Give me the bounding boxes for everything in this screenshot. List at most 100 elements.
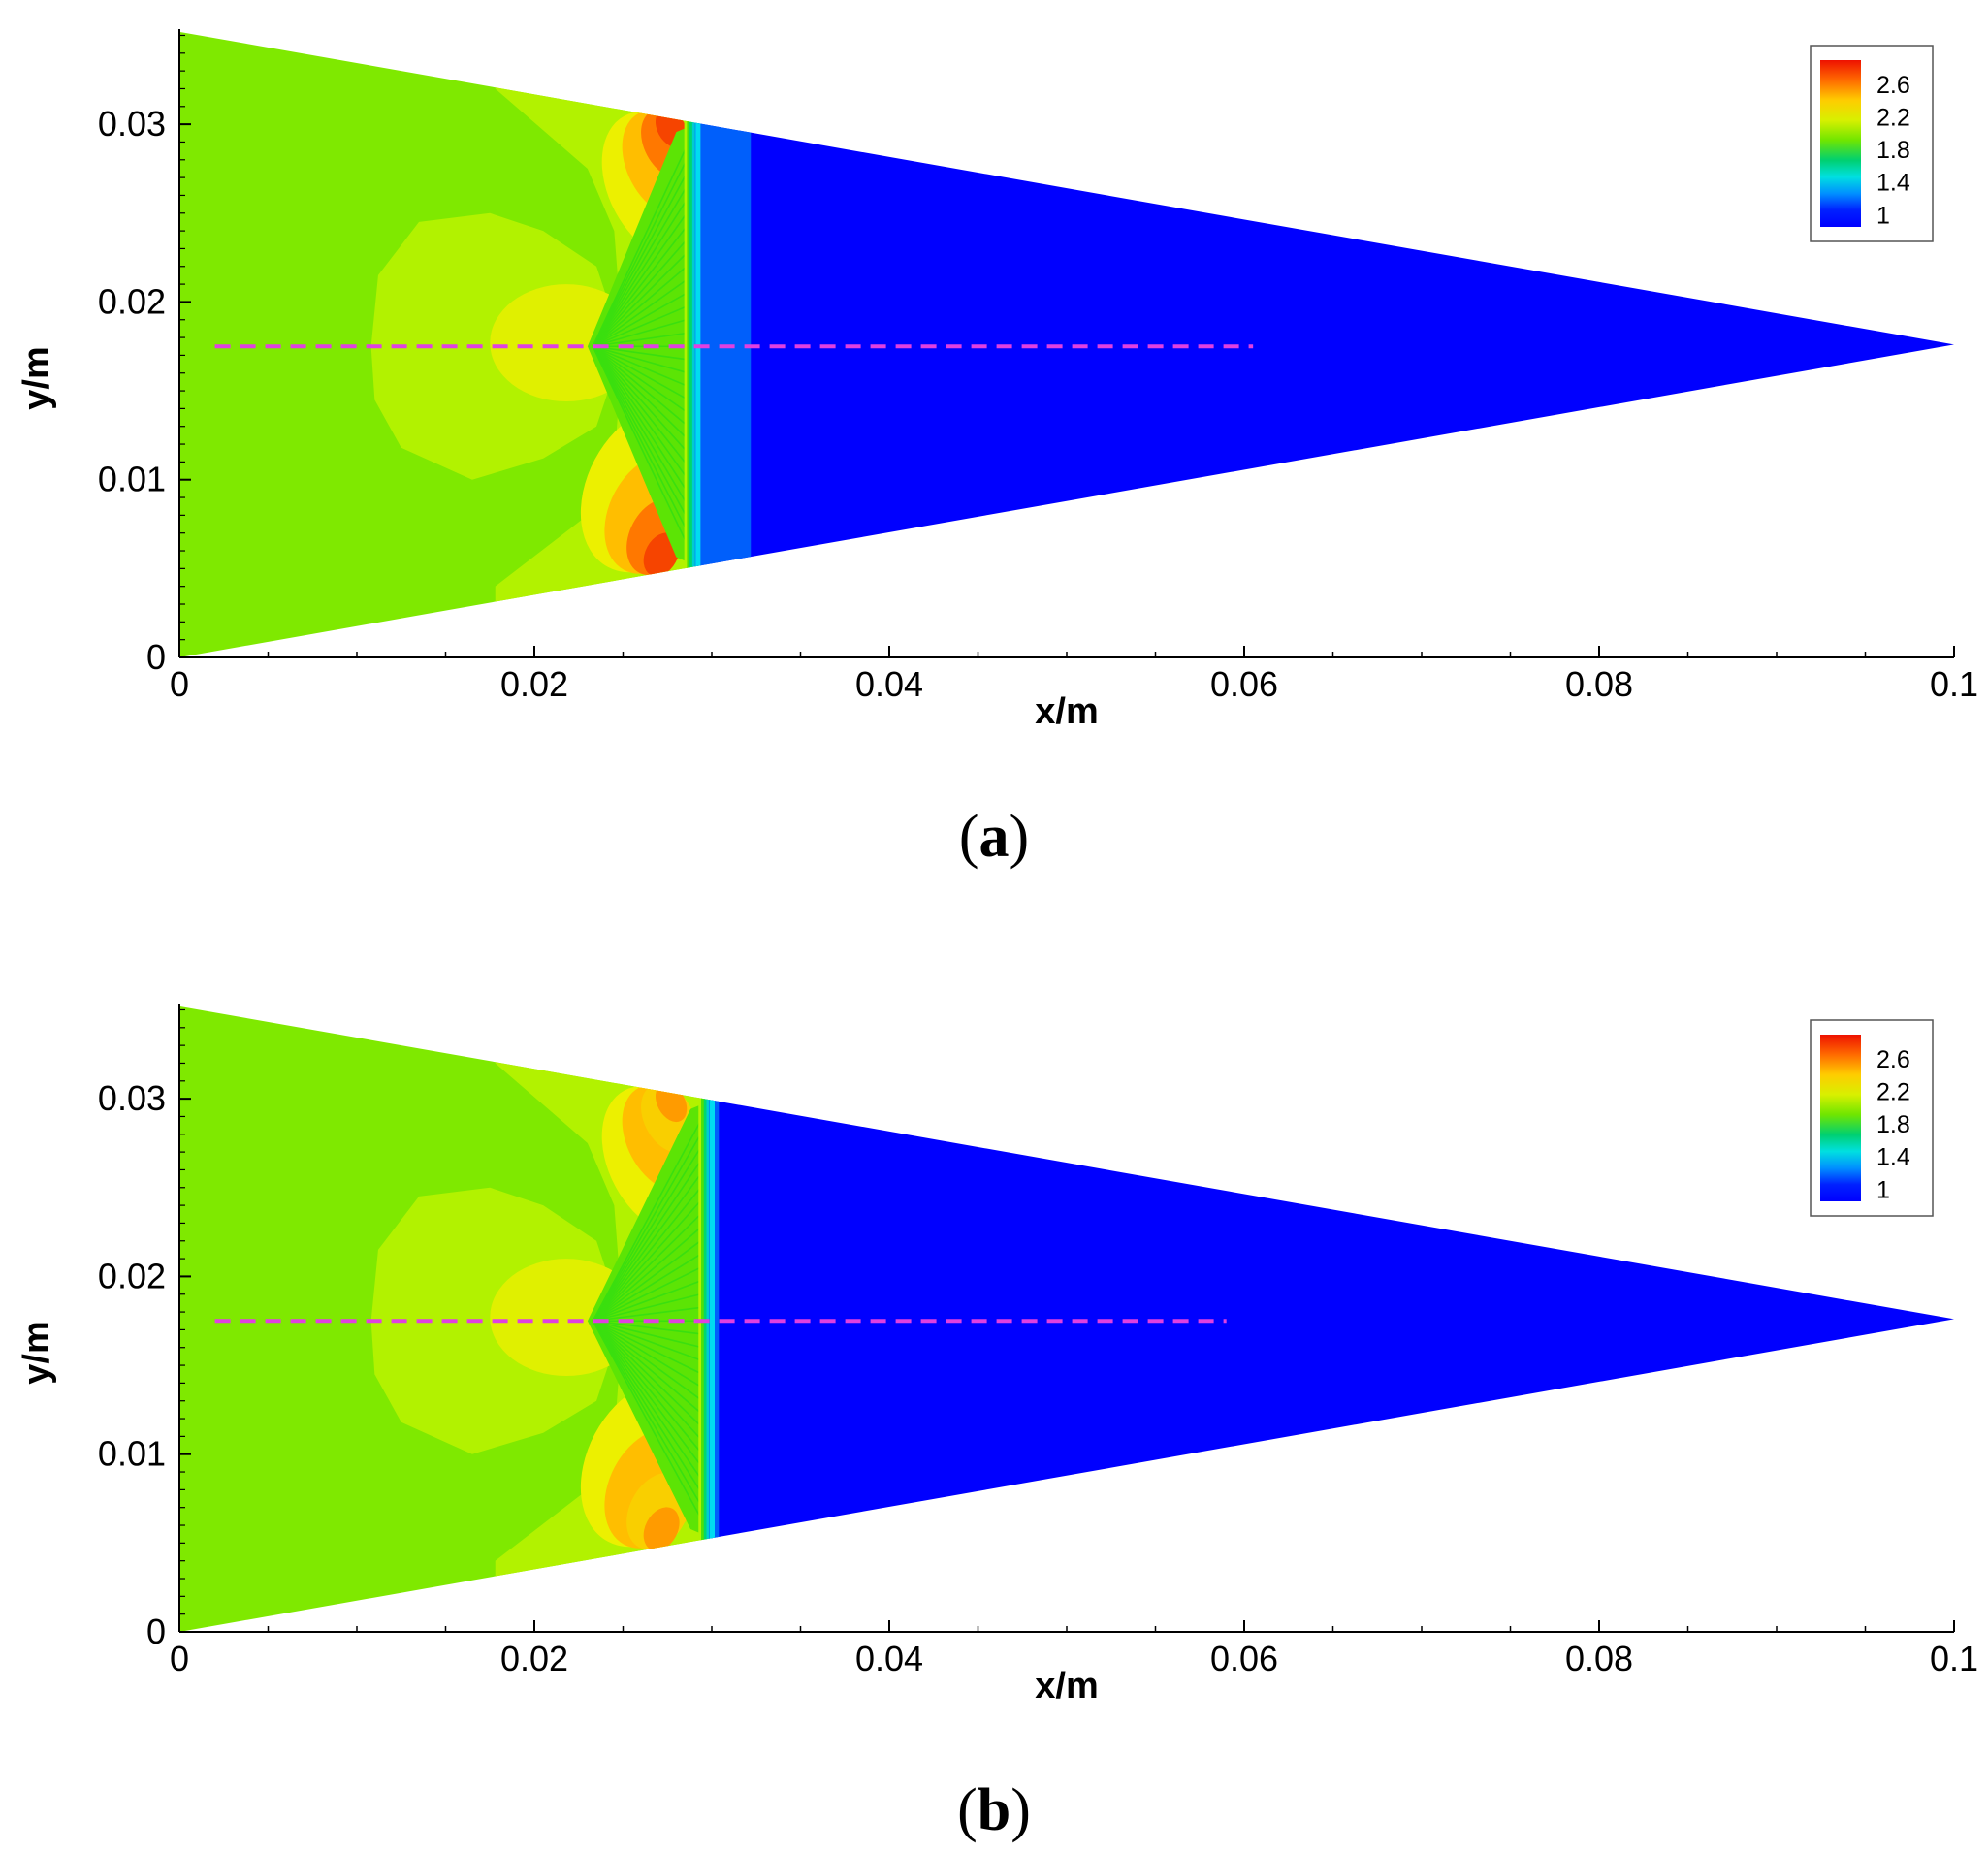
x-tick-label: 0.04 [855, 1639, 923, 1678]
y-axis-title: y/m [16, 346, 57, 409]
colorbar-label: 1 [1876, 1176, 1890, 1203]
fan-line [592, 122, 699, 347]
fan-line [592, 152, 699, 347]
fan-line [592, 211, 698, 347]
x-tick-label: 0 [170, 664, 189, 704]
y-tick-label: 0 [146, 1612, 166, 1651]
fan-line [592, 1231, 713, 1322]
y-tick-label: 0.02 [98, 1256, 166, 1295]
fan-line [592, 271, 698, 347]
colorbar-gradient [1820, 1035, 1861, 1201]
x-tick-label: 0.02 [500, 664, 568, 704]
fan-line [592, 1143, 713, 1322]
fan-line [592, 345, 699, 537]
fan-line [593, 1320, 713, 1336]
fan-line [592, 1202, 713, 1322]
fan-line [593, 331, 698, 348]
fan-line [593, 301, 698, 347]
panel-b: 0 0.02 0.04 0.06 0.08 0.1 0 0.01 0.02 0.03 x/m y/m 2… [16, 1004, 1978, 1843]
colorbar-label: 1.4 [1876, 170, 1910, 197]
fan-line [593, 1320, 713, 1380]
fan-line [592, 345, 698, 435]
fan-line [593, 1275, 713, 1322]
y-axis-title: y/m [16, 1321, 57, 1384]
colorbar-label: 2.2 [1876, 104, 1910, 131]
fan-line [592, 1172, 713, 1322]
fan-line [592, 345, 698, 479]
panel-caption: (b) [957, 1777, 1031, 1843]
colorbar-label: 2.6 [1876, 1046, 1910, 1073]
fan-line [592, 1320, 713, 1510]
fan-line [593, 345, 698, 392]
x-tick-label: 0.06 [1210, 1639, 1278, 1678]
x-tick-label: 0.06 [1210, 664, 1278, 704]
fan-line [592, 1320, 713, 1453]
fan-line [592, 345, 698, 421]
fan-line [592, 345, 699, 553]
fan-line [593, 345, 698, 363]
fan-line [593, 1320, 713, 1365]
fan-line [592, 1320, 713, 1524]
fan-line [592, 345, 698, 406]
fan-line [592, 138, 699, 347]
trailing-band [712, 1006, 720, 1632]
hot-lobe-lower-3 [643, 532, 680, 577]
fan-line [592, 241, 698, 347]
fan-line [592, 1129, 713, 1322]
panel-caption: (a) [959, 804, 1029, 870]
fan-line [593, 1261, 713, 1322]
x-tick-label: 0 [170, 1639, 189, 1678]
fan-line [593, 1291, 713, 1323]
fan-line [592, 286, 698, 347]
fan-line [592, 197, 699, 347]
y-tick-label: 0.03 [98, 104, 166, 144]
caption-close-paren: ) [1010, 804, 1030, 870]
front-band [684, 31, 689, 658]
fan-line [592, 1114, 713, 1322]
fan-line [592, 345, 698, 464]
fan-line [593, 345, 698, 377]
x-tick-label: 0.1 [1930, 1639, 1978, 1678]
x-tick-label: 0.08 [1565, 664, 1633, 704]
colorbar-label: 1.8 [1876, 1111, 1910, 1138]
x-tick-label: 0.02 [500, 1639, 568, 1678]
fan-line [592, 345, 699, 567]
x-axis-title: x/m [1035, 691, 1098, 732]
y-tick-label: 0.02 [98, 281, 166, 321]
x-tick-label: 0.1 [1930, 664, 1978, 704]
fan-line [592, 1320, 713, 1495]
caption-close-paren: ) [1010, 1777, 1031, 1843]
region-downstream [697, 31, 1954, 658]
fan-line [592, 1320, 713, 1394]
fan-line [593, 1320, 713, 1351]
y-tick-label: 0.01 [98, 460, 166, 499]
caption-open-paren: ( [957, 1777, 978, 1843]
fan-line [592, 1188, 713, 1322]
fan-line [592, 167, 699, 347]
front-band [687, 31, 691, 658]
fan-line [592, 1320, 713, 1409]
fan-line [592, 345, 699, 508]
fan-line [593, 1305, 713, 1323]
fan-line [592, 345, 699, 494]
colorbar-label: 2.2 [1876, 1078, 1910, 1105]
colorbar-label: 2.6 [1876, 72, 1910, 99]
fan-line [592, 1320, 713, 1481]
x-tick-label: 0.08 [1565, 1639, 1633, 1678]
y-tick-label: 0.03 [98, 1078, 166, 1118]
hot-lobe-lower-3 [643, 1507, 680, 1551]
fan-line [592, 1320, 713, 1467]
colorbar-label: 1 [1876, 202, 1890, 229]
front-band [689, 31, 693, 658]
fan-line [592, 1217, 713, 1322]
x-axis-title: x/m [1035, 1666, 1098, 1707]
fan-line [593, 315, 698, 348]
fan-line [592, 1246, 713, 1322]
front-line [710, 1006, 715, 1632]
colorbar-label: 1.8 [1876, 137, 1910, 164]
caption-letter: b [978, 1777, 1010, 1843]
contour-field [179, 1006, 1954, 1632]
colorbar-gradient [1820, 60, 1861, 227]
caption-open-paren: ( [959, 804, 979, 870]
